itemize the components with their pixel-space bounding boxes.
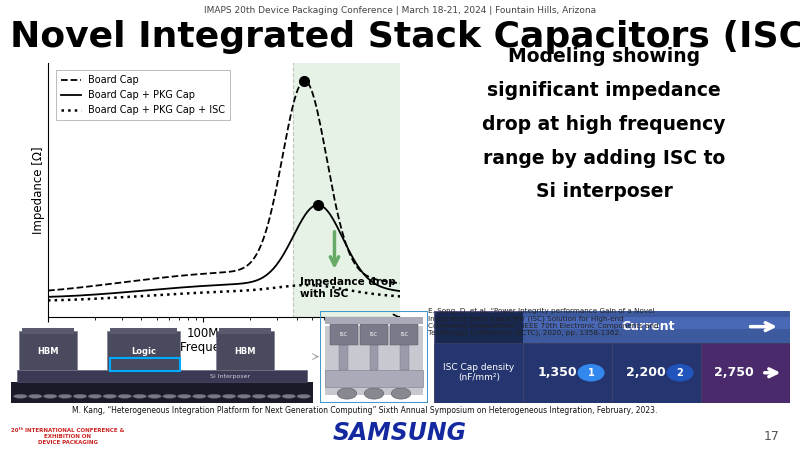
Bar: [106, 331, 181, 369]
Text: range by adding ISC to: range by adding ISC to: [483, 148, 725, 167]
Circle shape: [252, 394, 266, 398]
Circle shape: [43, 394, 57, 398]
Bar: [110, 328, 178, 333]
Circle shape: [666, 364, 694, 382]
Bar: [339, 345, 348, 370]
Circle shape: [282, 394, 295, 398]
Bar: [523, 317, 790, 329]
Text: Novel Integrated Stack Capacitors (ISC) integration: Novel Integrated Stack Capacitors (ISC) …: [10, 20, 800, 54]
Bar: [613, 343, 702, 403]
Bar: [18, 331, 78, 369]
Ellipse shape: [338, 388, 357, 399]
Bar: [400, 345, 409, 370]
Legend: Board Cap, Board Cap + PKG Cap, Board Cap + PKG Cap + ISC: Board Cap, Board Cap + PKG Cap, Board Ca…: [56, 70, 230, 120]
Text: 17: 17: [764, 430, 780, 443]
Circle shape: [222, 394, 236, 398]
Y-axis label: Impedance [Ω]: Impedance [Ω]: [32, 146, 46, 234]
Text: 2: 2: [677, 368, 683, 378]
Text: HBM: HBM: [38, 346, 58, 356]
Circle shape: [73, 394, 86, 398]
Bar: [523, 343, 613, 403]
Circle shape: [297, 394, 310, 398]
Circle shape: [193, 394, 206, 398]
Bar: [702, 343, 790, 403]
Text: ISC Cap density
(nF/mm²): ISC Cap density (nF/mm²): [443, 363, 514, 382]
Bar: [11, 382, 313, 403]
Text: 2,200: 2,200: [626, 366, 666, 379]
Bar: [294, 36, 406, 317]
X-axis label: Frequency (Hz): Frequency (Hz): [179, 342, 269, 354]
Circle shape: [162, 394, 176, 398]
Bar: [330, 324, 358, 345]
Circle shape: [133, 394, 146, 398]
Circle shape: [178, 394, 191, 398]
Text: E. Song, D. et al, “Power Integrity performance Gain of a Novel
Integrated Stack: E. Song, D. et al, “Power Integrity perf…: [428, 308, 658, 336]
Circle shape: [88, 394, 102, 398]
Text: ISC: ISC: [340, 332, 348, 337]
Circle shape: [267, 394, 281, 398]
Bar: [370, 345, 378, 370]
Bar: [216, 331, 274, 369]
Text: 1: 1: [588, 368, 594, 378]
Bar: [22, 328, 74, 333]
Text: Si Interposer: Si Interposer: [210, 374, 250, 379]
Bar: [434, 343, 523, 403]
Text: Logic: Logic: [131, 346, 156, 356]
Circle shape: [148, 394, 162, 398]
Circle shape: [207, 394, 221, 398]
Bar: [523, 310, 790, 343]
Text: Impedance drop
with ISC: Impedance drop with ISC: [300, 277, 396, 298]
Text: 2,750: 2,750: [714, 366, 754, 379]
Circle shape: [29, 394, 42, 398]
Bar: [390, 324, 418, 345]
Text: significant impedance: significant impedance: [487, 81, 721, 100]
Text: 1,350: 1,350: [538, 366, 577, 379]
Text: SAMSUNG: SAMSUNG: [333, 421, 467, 445]
Bar: [360, 324, 388, 345]
Text: IMAPS 20th Device Packaging Conference | March 18-21, 2024 | Fountain Hills, Ari: IMAPS 20th Device Packaging Conference |…: [204, 6, 596, 15]
Circle shape: [118, 394, 131, 398]
Circle shape: [58, 394, 72, 398]
Circle shape: [238, 394, 251, 398]
Ellipse shape: [391, 388, 410, 399]
Circle shape: [578, 364, 605, 382]
Ellipse shape: [364, 388, 384, 399]
Circle shape: [14, 394, 27, 398]
Bar: [326, 370, 422, 387]
Bar: [326, 326, 422, 396]
Text: Modeling showing: Modeling showing: [508, 47, 700, 66]
Text: ISC: ISC: [370, 332, 378, 337]
Text: ISC: ISC: [400, 332, 408, 337]
Bar: [219, 328, 271, 333]
Text: M. Kang, “Heterogeneous Integration Platform for Next Generation Computing” Sixt: M. Kang, “Heterogeneous Integration Plat…: [72, 406, 658, 415]
Bar: [326, 317, 422, 324]
Bar: [18, 369, 306, 382]
Circle shape: [103, 394, 117, 398]
Text: HBM: HBM: [234, 346, 256, 356]
Text: 20ᵗʰ INTERNATIONAL CONFERENCE &
EXHIBITION ON
DEVICE PACKAGING: 20ᵗʰ INTERNATIONAL CONFERENCE & EXHIBITI…: [11, 428, 125, 445]
Text: drop at high frequency: drop at high frequency: [482, 115, 726, 134]
Bar: [110, 359, 181, 371]
Text: Si interposer: Si interposer: [535, 182, 673, 201]
Text: Current: Current: [622, 320, 674, 333]
